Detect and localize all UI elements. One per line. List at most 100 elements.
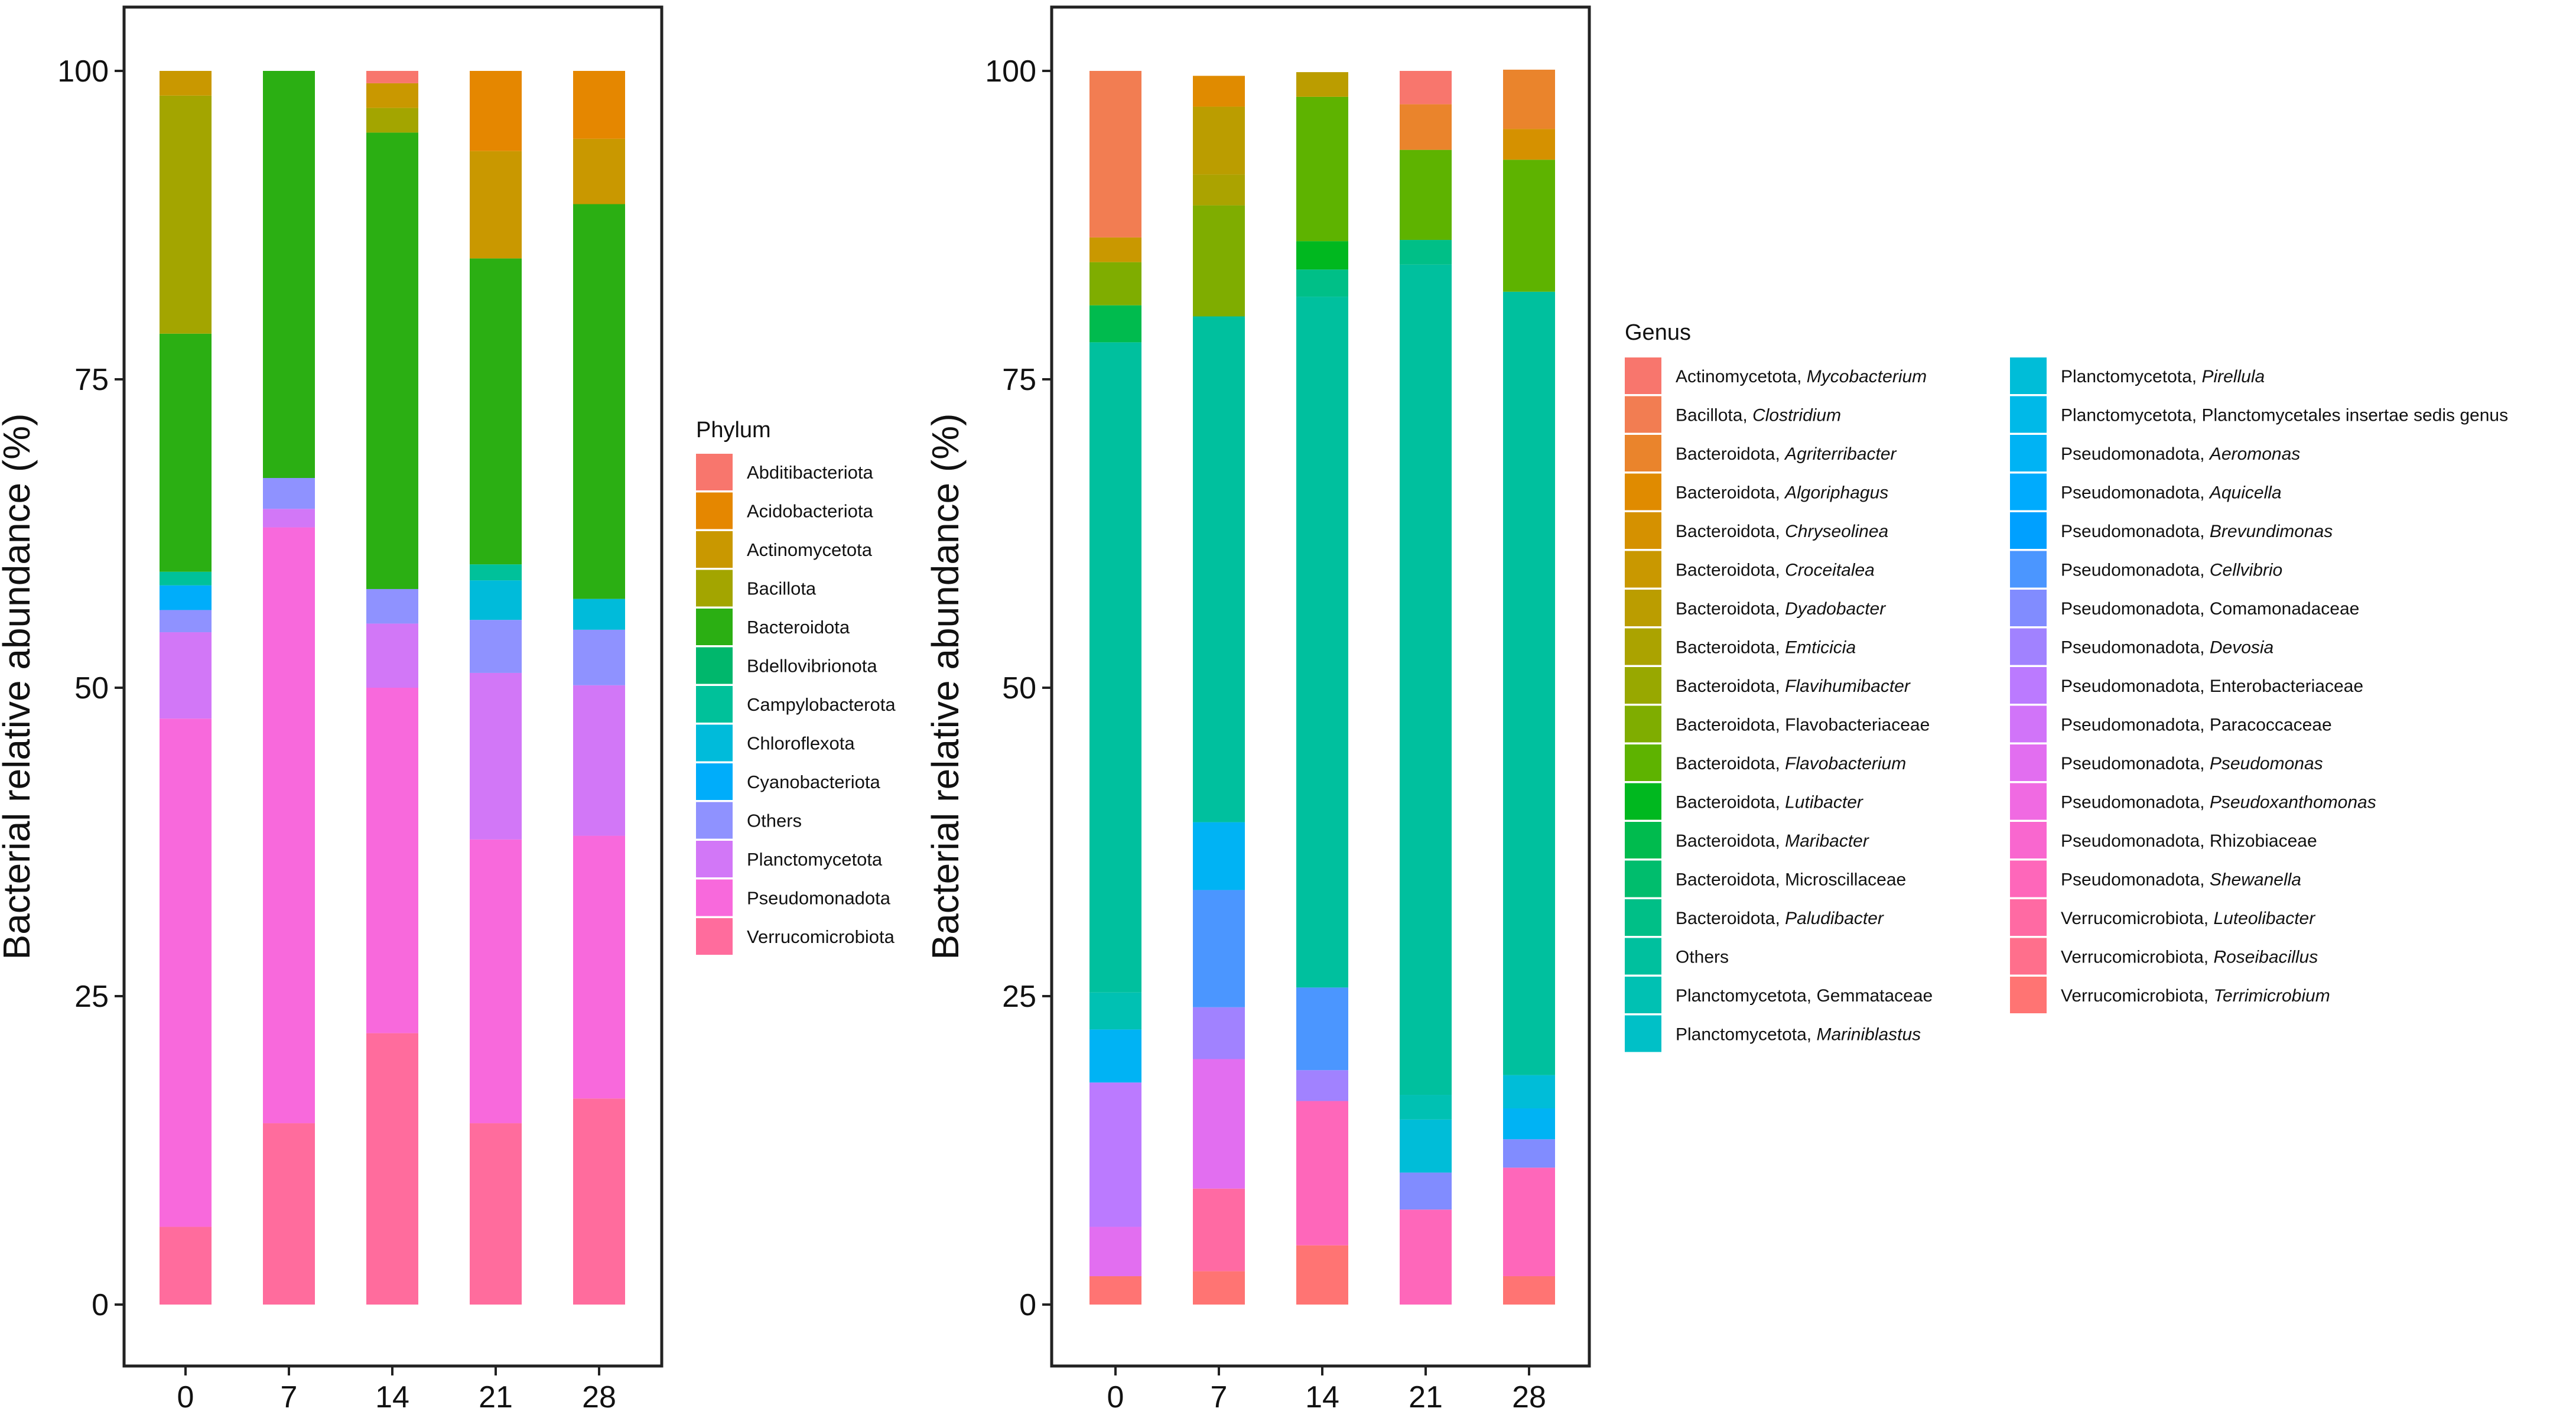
bar-segment [573,138,625,204]
legend-phylum: Pseudomonadota, [2061,444,2210,464]
bar-segment [1503,69,1555,129]
legend-genus: Croceitalea [1785,561,1875,580]
legend-phylum: Bacteroidota, [1676,793,1785,812]
legend-genus: Pseudoxanthomonas [2210,793,2376,812]
x-tick-label: 14 [375,1380,409,1414]
legend-swatch [1625,396,1661,433]
legend-label: Pseudomonadota, Devosia [2061,638,2273,658]
legend-swatch [1625,590,1661,626]
legend-swatch [696,531,733,568]
legend-swatch [2010,628,2047,665]
bar-segment [366,71,418,83]
y-axis-title: Bacterial relative abundance (%) [924,414,967,960]
legend-genus: Devosia [2210,638,2273,658]
legend-swatch [1625,1015,1661,1052]
legend-swatch [1625,899,1661,936]
legend-swatch [696,841,733,877]
legend-swatch [2010,512,2047,549]
legend-swatch [696,686,733,723]
bar-segment [1400,149,1452,240]
legend-title: Genus [1625,320,1691,345]
legend-swatch [2010,938,2047,975]
legend-genus: Terrimicrobium [2213,986,2330,1006]
bar-segment [160,333,212,572]
legend-swatch [2010,822,2047,858]
legend-label: Pseudomonadota, Enterobacteriaceae [2061,677,2363,696]
legend-swatch [2010,705,2047,743]
legend-phylum: Pseudomonadota, [2061,715,2210,735]
legend-genus: Flavihumibacter [1785,677,1911,696]
bar-segment [1503,1167,1555,1276]
legend-genus: Mariniblastus [1816,1025,1921,1045]
bar-segment [1503,1276,1555,1305]
legend-label: Bacteroidota, Chryseolinea [1676,522,1888,541]
legend-swatch [2010,551,2047,588]
legend-label: Bacteroidota [747,617,850,638]
bar-segment [470,151,522,259]
bar-segment [1089,992,1141,1030]
y-axis-title: Bacterial relative abundance (%) [0,414,38,960]
y-tick-label: 75 [74,363,109,397]
bar-segment [1296,297,1348,988]
legend-swatch [696,647,733,684]
bar-segment [470,839,522,1124]
legend-label: Pseudomonadota, Paracoccaceae [2061,715,2332,735]
bar-segment [263,478,315,509]
legend-genus: Paracoccaceae [2210,715,2332,735]
x-tick-label: 0 [177,1380,194,1414]
bar-segment [366,623,418,688]
legend-label: Bacteroidota, Flavobacteriaceae [1676,715,1930,735]
y-tick-label: 0 [1019,1288,1036,1322]
legend-genus: Brevundimonas [2210,522,2333,541]
legend-label: Planctomycetota, Planctomycetales insert… [2061,406,2508,425]
legend-swatch [1625,977,1661,1013]
x-tick-label: 21 [1409,1380,1443,1414]
legend-label: Verrucomicrobiota [747,926,895,947]
bar-segment [1193,1059,1245,1189]
legend-phylum: Pseudomonadota, [2061,561,2210,580]
bar-segment [1296,1070,1348,1101]
legend-swatch [696,724,733,762]
legend-label: Bacteroidota, Emticicia [1676,638,1856,658]
bar-segment [573,204,625,599]
bar-segment [1193,316,1245,822]
phylum-legend: Phylum Abditibacteriota Acidobacteriota Act… [696,418,896,955]
bar-segment [160,632,212,719]
legend-genus: Flavobacterium [1785,754,1906,773]
bar-segment [160,610,212,633]
legend-label: Bacillota, Clostridium [1676,406,1841,425]
legend-swatch [1625,667,1661,704]
legend-genus: Cellvibrio [2210,561,2282,580]
legend-phylum: Verrucomicrobiota, [2061,986,2213,1006]
bar-segment [1296,1245,1348,1305]
bar-segment [470,580,522,620]
bar-segment [1089,71,1141,238]
legend-label: Campylobacterota [747,694,896,715]
legend-label: Planctomycetota, Pirellula [2061,367,2265,386]
bar-segment [366,1033,418,1305]
bar-segment [1089,1029,1141,1083]
legend-label: Pseudomonadota, Shewanella [2061,870,2301,890]
legend-genus: Enterobacteriaceae [2210,677,2363,696]
legend-swatch [2010,473,2047,510]
legend-phylum: Planctomycetota, [1676,986,1816,1006]
legend-swatch [1625,512,1661,549]
bar-segment [160,585,212,610]
bar-segment [573,835,625,1099]
legend-label: Bacteroidota, Flavihumibacter [1676,677,1911,696]
x-tick-label: 14 [1305,1380,1339,1414]
legend-phylum: Actinomycetota, [1676,367,1807,386]
x-tick-label: 0 [1107,1380,1124,1414]
legend-label: Planctomycetota, Mariniblastus [1676,1025,1921,1045]
legend-swatch [696,918,733,955]
legend-swatch [1625,628,1661,665]
legend-label: Actinomycetota, Mycobacterium [1676,367,1927,386]
bar-segment [1400,240,1452,265]
bar-segment [1193,822,1245,890]
legend-title: Phylum [696,418,771,443]
legend-swatch [696,454,733,490]
legend-genus: Agriterribacter [1784,444,1897,464]
bar-segment [470,672,522,840]
y-tick-label: 50 [74,671,109,705]
bar-segment [470,71,522,151]
